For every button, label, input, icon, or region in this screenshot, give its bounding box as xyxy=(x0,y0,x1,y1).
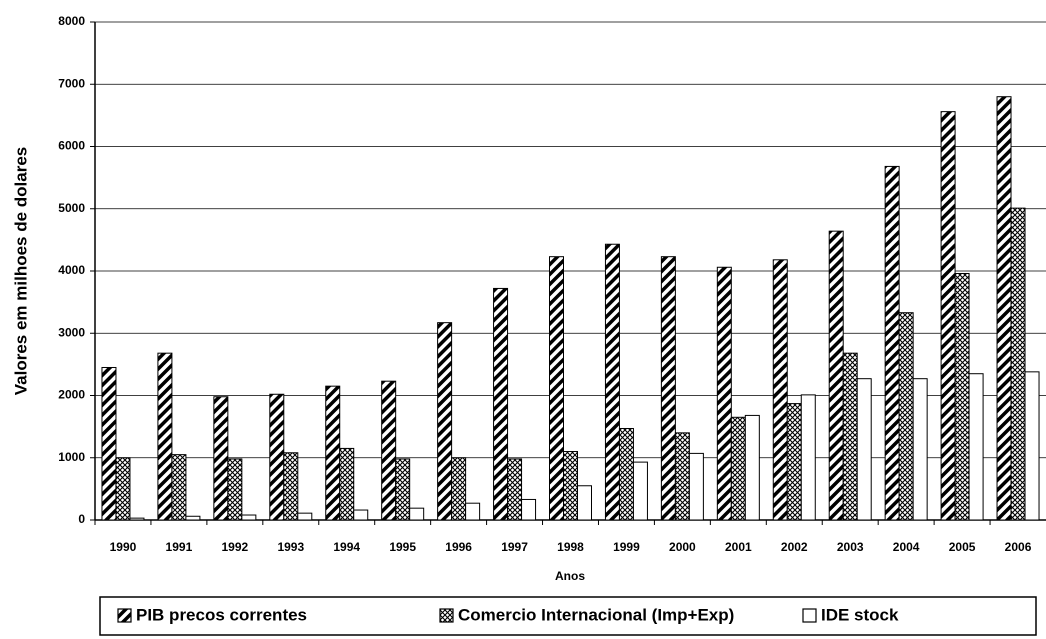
bar xyxy=(227,458,243,521)
bar xyxy=(395,458,411,521)
bar xyxy=(940,111,956,521)
y-tick-label: 7000 xyxy=(58,76,85,90)
y-tick-label: 4000 xyxy=(58,263,85,277)
bar xyxy=(577,485,592,521)
bar xyxy=(884,165,900,521)
x-tick-label: 1992 xyxy=(222,540,249,554)
y-tick-label: 8000 xyxy=(58,14,85,28)
bar xyxy=(465,502,481,521)
bar xyxy=(297,512,313,521)
bar xyxy=(786,403,802,521)
bar xyxy=(409,507,425,521)
x-tick-label: 2006 xyxy=(1005,540,1032,554)
bar xyxy=(325,385,341,521)
bar xyxy=(688,452,704,521)
bar xyxy=(1010,207,1026,521)
bar xyxy=(171,454,187,521)
bar xyxy=(185,515,201,521)
x-tick-label: 1995 xyxy=(389,540,416,554)
legend-swatch xyxy=(117,608,132,623)
legend-swatch xyxy=(439,608,454,623)
x-tick-label: 2000 xyxy=(669,540,696,554)
bar xyxy=(493,287,509,521)
bar xyxy=(674,432,690,521)
bar xyxy=(339,447,355,521)
x-tick-label: 2003 xyxy=(837,540,864,554)
bar xyxy=(660,256,676,521)
bar xyxy=(800,394,816,521)
legend-swatch xyxy=(802,608,817,623)
bar xyxy=(353,509,369,521)
y-tick-label: 2000 xyxy=(58,388,85,402)
bar xyxy=(437,322,453,521)
y-tick-label: 5000 xyxy=(58,201,85,215)
bar xyxy=(549,256,564,521)
legend-box xyxy=(99,596,1037,636)
legend-label: IDE stock xyxy=(821,605,899,624)
bar xyxy=(381,380,397,521)
bar xyxy=(101,366,117,521)
bar xyxy=(269,393,285,521)
bar xyxy=(912,378,928,521)
bar xyxy=(618,427,634,521)
bar xyxy=(856,378,872,521)
bar xyxy=(842,352,858,521)
bar xyxy=(968,373,984,521)
bar xyxy=(129,517,145,521)
bar xyxy=(898,312,914,521)
bar xyxy=(157,352,173,521)
bar xyxy=(451,457,467,521)
bar xyxy=(507,458,523,521)
y-tick-label: 1000 xyxy=(58,450,85,464)
y-tick-label: 6000 xyxy=(58,139,85,153)
x-tick-label: 1998 xyxy=(557,540,584,554)
bar xyxy=(521,498,537,521)
x-tick-label: 2005 xyxy=(949,540,976,554)
bar xyxy=(744,414,760,521)
x-tick-label: 1994 xyxy=(333,540,360,554)
bar xyxy=(1024,371,1040,521)
bar xyxy=(772,259,788,521)
x-tick-label: 1997 xyxy=(501,540,528,554)
bar xyxy=(241,514,257,521)
x-tick-label: 2004 xyxy=(893,540,920,554)
x-tick-label: 2001 xyxy=(725,540,752,554)
x-tick-label: 1996 xyxy=(445,540,472,554)
x-axis-label: Anos xyxy=(555,569,585,583)
bar xyxy=(213,396,229,521)
legend-label: PIB precos correntes xyxy=(136,605,307,624)
bar xyxy=(730,416,746,521)
y-axis-label: Valores em milhoes de dolares xyxy=(11,147,30,396)
x-tick-label: 2002 xyxy=(781,540,808,554)
bar xyxy=(115,457,131,521)
x-tick-label: 1993 xyxy=(277,540,304,554)
bar xyxy=(716,266,732,521)
bar xyxy=(954,272,970,521)
bar xyxy=(828,230,844,521)
bar xyxy=(604,243,620,521)
x-tick-label: 1991 xyxy=(166,540,193,554)
x-tick-label: 1990 xyxy=(110,540,137,554)
y-tick-label: 0 xyxy=(78,512,85,526)
bar xyxy=(283,452,299,521)
bar xyxy=(996,96,1012,521)
y-tick-label: 3000 xyxy=(58,325,85,339)
bar xyxy=(563,451,578,521)
bar xyxy=(632,461,648,521)
legend-label: Comercio Internacional (Imp+Exp) xyxy=(458,605,734,624)
x-tick-label: 1999 xyxy=(613,540,640,554)
